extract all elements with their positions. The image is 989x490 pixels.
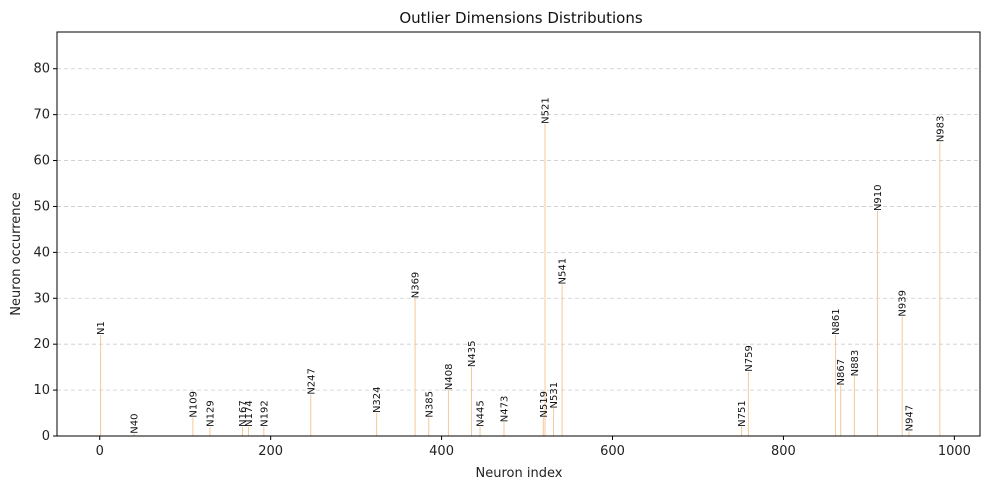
bar-label: N385 bbox=[424, 391, 435, 418]
x-tick-label: 200 bbox=[258, 444, 283, 459]
bar-label: N473 bbox=[499, 396, 510, 423]
bar-label: N519 bbox=[539, 391, 550, 418]
bar bbox=[741, 426, 743, 436]
bar bbox=[503, 422, 505, 436]
bar-label: N759 bbox=[744, 345, 755, 372]
bar bbox=[479, 426, 481, 436]
bar-label: N867 bbox=[836, 359, 847, 386]
bar-label: N129 bbox=[205, 400, 216, 427]
y-tick-label: 0 bbox=[42, 429, 50, 444]
bar-label: N192 bbox=[259, 400, 270, 427]
chart-title: Outlier Dimensions Distributions bbox=[399, 9, 643, 27]
bar bbox=[853, 376, 855, 436]
bar bbox=[470, 367, 472, 436]
bar-label: N883 bbox=[850, 350, 861, 377]
x-tick-label: 600 bbox=[600, 444, 625, 459]
bar-label: N40 bbox=[129, 413, 140, 433]
plot-frame bbox=[56, 31, 981, 437]
y-tick-label: 70 bbox=[33, 108, 50, 123]
y-tick-label: 40 bbox=[33, 245, 50, 260]
bar-label: N983 bbox=[935, 116, 946, 143]
bar bbox=[561, 284, 563, 436]
y-tick-label: 60 bbox=[33, 154, 50, 169]
x-axis-label: Neuron index bbox=[476, 466, 563, 481]
x-tick-label: 800 bbox=[771, 444, 796, 459]
bar-label: N109 bbox=[188, 391, 199, 418]
bar bbox=[908, 431, 910, 436]
bar bbox=[747, 371, 749, 436]
x-axis-ticks: 0 200 400 600 800 1000 bbox=[96, 436, 971, 459]
bar-label: N324 bbox=[372, 386, 383, 413]
bar-label: N939 bbox=[898, 290, 909, 317]
grid bbox=[57, 68, 980, 391]
y-tick-label: 80 bbox=[33, 62, 50, 77]
bar bbox=[310, 394, 312, 436]
y-tick-label: 50 bbox=[33, 199, 50, 214]
bars bbox=[100, 123, 941, 437]
bar bbox=[939, 142, 941, 436]
bar-label: N541 bbox=[558, 258, 569, 285]
x-tick-label: 1000 bbox=[938, 444, 971, 459]
bar bbox=[901, 316, 903, 436]
bar bbox=[192, 417, 194, 436]
bar bbox=[100, 335, 102, 436]
bar-label: N910 bbox=[873, 184, 884, 211]
y-tick-label: 10 bbox=[33, 383, 50, 398]
bar-label: N947 bbox=[905, 405, 916, 432]
y-tick-label: 30 bbox=[33, 291, 50, 306]
bar bbox=[133, 433, 135, 436]
bar-label: N174 bbox=[244, 400, 255, 427]
bar bbox=[376, 413, 378, 436]
y-axis-label: Neuron occurrence bbox=[9, 192, 24, 315]
y-tick-label: 20 bbox=[33, 337, 50, 352]
bar bbox=[209, 426, 211, 436]
bar bbox=[542, 417, 544, 436]
bar-label: N521 bbox=[540, 97, 551, 124]
bar bbox=[544, 123, 546, 437]
x-tick-label: 400 bbox=[429, 444, 454, 459]
bar-label: N445 bbox=[476, 400, 487, 427]
y-axis-ticks: 0 10 20 30 40 50 60 70 80 bbox=[33, 62, 57, 444]
bar bbox=[247, 426, 249, 436]
bar-label: N751 bbox=[737, 400, 748, 427]
bar-label: N435 bbox=[467, 341, 478, 368]
bar-label: N247 bbox=[306, 368, 317, 395]
bar bbox=[840, 385, 842, 436]
bar-label: N861 bbox=[831, 308, 842, 335]
bar bbox=[414, 298, 416, 436]
bar bbox=[553, 408, 555, 436]
bar-label: N1 bbox=[96, 321, 107, 335]
bar bbox=[241, 426, 243, 436]
bar-label: N167 bbox=[238, 400, 249, 427]
bar-label: N531 bbox=[549, 382, 560, 409]
bar bbox=[876, 211, 878, 436]
bar bbox=[447, 390, 449, 436]
bar-label: N369 bbox=[411, 272, 422, 299]
bar-label: N408 bbox=[444, 364, 455, 391]
bar bbox=[428, 417, 430, 436]
bar bbox=[835, 335, 837, 436]
bar bbox=[263, 426, 265, 436]
x-tick-label: 0 bbox=[96, 444, 104, 459]
